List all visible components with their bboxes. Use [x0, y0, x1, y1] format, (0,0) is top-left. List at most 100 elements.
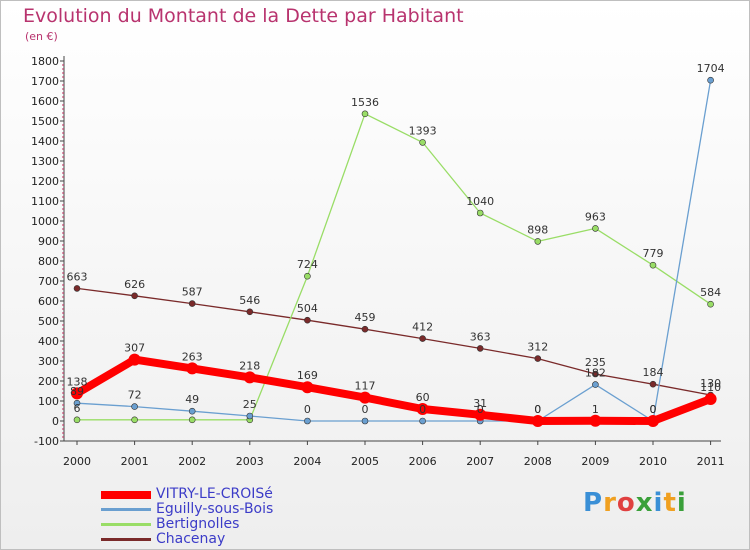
y-tick-label: 0: [52, 415, 59, 428]
data-point: [301, 381, 314, 394]
x-tick-label: 2009: [581, 455, 609, 468]
y-tick-label: 1000: [31, 215, 59, 228]
x-tick-label: 2002: [178, 455, 206, 468]
x-tick-label: 2000: [63, 455, 91, 468]
legend-label: VITRY-LE-CROISé: [156, 486, 273, 502]
line-chart: 1800170016001500140013001200110010009008…: [31, 55, 725, 468]
data-point: [131, 292, 138, 300]
data-point: [704, 393, 717, 405]
data-point: [707, 300, 714, 308]
legend-label: Eguilly-sous-Bois: [156, 501, 274, 517]
data-label: 363: [470, 330, 491, 343]
data-point: [419, 417, 426, 425]
data-label: 138: [67, 375, 88, 388]
data-point: [361, 417, 369, 425]
data-point: [419, 139, 426, 146]
data-point: [243, 371, 256, 384]
x-tick-label: 2006: [409, 455, 437, 468]
data-point: [73, 399, 81, 407]
data-point: [592, 225, 599, 232]
data-point: [304, 417, 311, 425]
y-axis-ticks: 1800170016001500140013001200110010009008…: [31, 55, 59, 448]
data-label: 110: [700, 381, 721, 394]
legend-swatch: [101, 523, 151, 526]
series-line: [76, 113, 712, 421]
logo-letter: t: [663, 488, 677, 518]
data-label: 49: [185, 393, 199, 406]
y-tick-label: 1700: [31, 75, 59, 88]
data-point: [359, 391, 371, 404]
data-label: 169: [297, 369, 318, 382]
x-axis-ticks: 2000 2001 2002 2003 2004 2005 2006 2007 2008 2009…: [63, 441, 725, 468]
logo-letter: P: [583, 488, 604, 518]
data-label: 546: [239, 294, 260, 307]
data-label: 89: [70, 385, 84, 398]
logo-letter: o: [616, 488, 636, 518]
y-tick-label: 1400: [31, 135, 59, 148]
x-tick-label: 2001: [121, 455, 149, 468]
data-label: 307: [124, 342, 145, 355]
y-tick-label: 1100: [31, 195, 59, 208]
legend-item: Bertignolles: [101, 516, 361, 532]
data-point: [476, 345, 484, 352]
legend-item: Chacenay: [101, 531, 361, 547]
data-label: 1536: [351, 96, 379, 109]
data-label: 504: [297, 302, 318, 315]
x-tick-label: 2007: [466, 455, 494, 468]
proxiti-logo: Proxiti: [583, 488, 687, 518]
x-tick-label: 2011: [697, 455, 725, 468]
data-label: 6: [74, 402, 81, 415]
x-tick-label: 2004: [293, 455, 321, 468]
data-label: 31: [473, 397, 487, 410]
data-label: 130: [700, 377, 721, 390]
data-label: 0: [477, 403, 484, 416]
y-tick-label: 1600: [31, 95, 59, 108]
data-point: [186, 362, 199, 375]
y-tick-label: 200: [38, 375, 59, 388]
data-point: [474, 408, 487, 421]
legend-swatch: [101, 491, 151, 499]
legend-item: Eguilly-sous-Bois: [101, 501, 361, 517]
data-label: 1: [592, 403, 599, 416]
legend-swatch: [101, 508, 151, 511]
data-label: 1704: [697, 62, 725, 75]
data-point: [707, 76, 714, 84]
data-point: [73, 285, 81, 292]
data-label: 218: [239, 359, 260, 372]
y-tick-label: 700: [38, 275, 59, 288]
data-label: 587: [182, 286, 203, 299]
series-line: [76, 287, 712, 396]
data-point: [649, 380, 657, 388]
legend: VITRY-LE-CROISé Eguilly-sous-Bois Bertigno…: [101, 486, 361, 547]
data-label: 963: [585, 210, 606, 223]
series-1: [73, 76, 714, 425]
data-label: 626: [124, 278, 145, 291]
data-label: 1393: [409, 124, 437, 137]
data-label: 25: [243, 398, 257, 411]
data-point: [188, 300, 196, 307]
data-point: [589, 414, 602, 427]
axes: [60, 56, 721, 442]
data-point: [592, 381, 599, 388]
data-label: 898: [527, 223, 548, 236]
data-point: [419, 335, 426, 342]
x-tick-label: 2003: [236, 455, 264, 468]
x-tick-label: 2005: [351, 455, 379, 468]
data-label: 0: [534, 403, 541, 416]
y-tick-label: 800: [38, 255, 59, 268]
data-label: 0: [419, 403, 426, 416]
logo-letter: x: [635, 488, 654, 518]
data-label: 312: [527, 341, 548, 354]
data-label: 584: [700, 286, 721, 299]
y-tick-label: 400: [38, 335, 59, 348]
y-tick-label: -100: [34, 435, 59, 448]
data-point: [246, 412, 254, 420]
data-point: [131, 403, 138, 410]
data-point: [476, 209, 484, 217]
data-label: 663: [67, 270, 88, 283]
y-tick-label: 1200: [31, 175, 59, 188]
data-point: [304, 272, 311, 280]
data-label: 235: [585, 356, 606, 369]
data-label: 60: [416, 391, 430, 404]
